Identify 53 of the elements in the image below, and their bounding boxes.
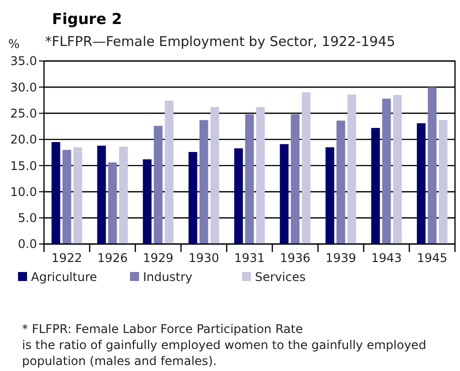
chart-subtitle: *FLFPR—Female Employment by Sector, 1922-1945 bbox=[45, 34, 396, 50]
y-tick-label: 35.0 bbox=[10, 54, 37, 68]
y-tick-label: 15.0 bbox=[10, 158, 37, 173]
bar bbox=[97, 146, 106, 244]
text: is the ratio of gainfully employed women to the gainfully employed bbox=[22, 338, 426, 352]
bar bbox=[119, 146, 128, 244]
y-tick-label: 30.0 bbox=[10, 80, 37, 94]
bar bbox=[256, 107, 265, 244]
text: * FLFPR: Female Labor Force Participation Rate bbox=[22, 322, 303, 336]
x-tick-label: 1936 bbox=[280, 251, 310, 265]
bar bbox=[52, 142, 60, 244]
bar bbox=[188, 152, 198, 244]
x-tick-label: 1926 bbox=[97, 251, 128, 265]
bar bbox=[62, 150, 72, 244]
bar bbox=[290, 114, 300, 244]
y-tick-label: 5.0 bbox=[18, 211, 37, 226]
legend-label: Industry bbox=[143, 270, 192, 284]
legend-label: Services bbox=[255, 270, 306, 284]
bar bbox=[245, 114, 254, 244]
x-tick-label: 1943 bbox=[371, 251, 402, 265]
chart-title: Figure 2 bbox=[52, 10, 122, 28]
x-tick-label: 1930 bbox=[188, 251, 220, 265]
bar bbox=[154, 126, 163, 244]
bar bbox=[382, 98, 391, 244]
bar bbox=[371, 128, 380, 244]
y-axis-title: % bbox=[8, 37, 20, 51]
bar bbox=[393, 94, 402, 244]
bar bbox=[428, 87, 437, 244]
bar bbox=[336, 120, 346, 244]
bar bbox=[73, 147, 82, 244]
bar bbox=[347, 94, 356, 244]
legend-label: Agriculture bbox=[31, 270, 97, 284]
bar bbox=[199, 120, 208, 244]
bar bbox=[302, 92, 310, 244]
bar bbox=[280, 144, 289, 244]
x-tick-label: 1929 bbox=[142, 251, 174, 265]
x-tick-label: 1945 bbox=[416, 251, 448, 265]
bar bbox=[416, 123, 426, 244]
bar bbox=[210, 107, 220, 244]
bar bbox=[164, 100, 174, 244]
bar bbox=[142, 159, 152, 244]
y-tick-label: 25.0 bbox=[10, 106, 37, 120]
bar bbox=[438, 120, 448, 244]
bar bbox=[234, 148, 243, 244]
x-tick-label: 1931 bbox=[234, 251, 265, 265]
bar bbox=[326, 147, 334, 244]
text: population (males and females). bbox=[22, 354, 217, 368]
bar bbox=[108, 162, 117, 244]
y-tick-label: 10.0 bbox=[10, 184, 37, 199]
y-tick-label: 0.0 bbox=[18, 237, 37, 252]
x-tick-label: 1939 bbox=[326, 251, 356, 265]
x-tick-label: 1922 bbox=[52, 251, 82, 265]
y-tick-label: 20.0 bbox=[10, 132, 37, 147]
